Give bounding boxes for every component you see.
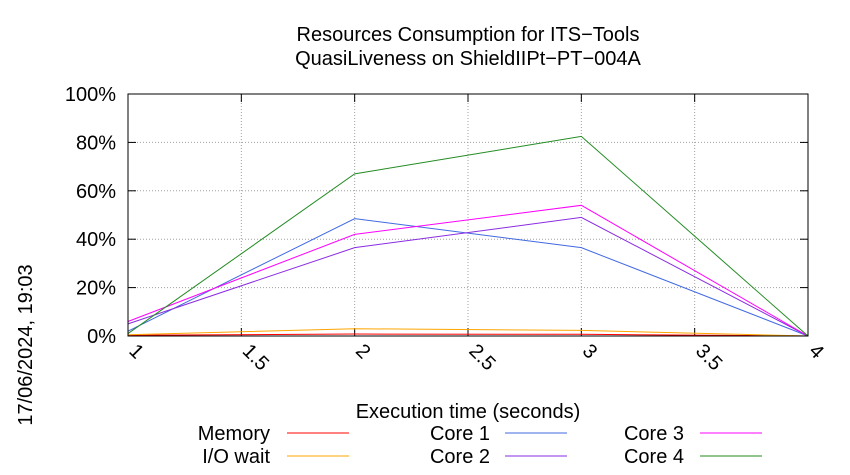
series-line-core-3 [127, 204, 809, 337]
timestamp-label: 17/06/2024, 19:03 [15, 264, 37, 425]
y-tick-label: 100% [65, 84, 116, 106]
series-line-core-1 [127, 218, 809, 337]
x-tick-label: 1 [124, 340, 147, 363]
x-tick-label: 3.5 [691, 340, 726, 375]
series-lines [127, 135, 809, 337]
series-line-i-o-wait [127, 328, 809, 337]
plot-frame [127, 93, 809, 337]
x-tick-label: 2.5 [464, 340, 499, 375]
legend-label-core-2: Core 2 [430, 446, 490, 468]
x-tick-label: 1.5 [238, 340, 273, 375]
chart-title: Resources Consumption for ITS−Tools Quas… [295, 24, 641, 70]
x-axis-label: Execution time (seconds) [356, 401, 581, 423]
x-tick-label: 4 [804, 340, 827, 363]
x-tick-label: 3 [578, 340, 601, 363]
legend-label-memory: Memory [198, 423, 270, 445]
grid-lines [128, 94, 808, 336]
chart-title-line-1: Resources Consumption for ITS−Tools [297, 24, 640, 46]
series-line-core-2 [127, 216, 809, 337]
series-line-core-4 [127, 135, 809, 337]
series-line-memory [127, 333, 809, 337]
y-tick-label: 0% [87, 326, 116, 348]
y-tick-label: 20% [76, 278, 116, 300]
y-tick-label: 40% [76, 229, 116, 251]
y-tick-label: 60% [76, 181, 116, 203]
legend-label-core-4: Core 4 [624, 446, 684, 468]
chart-title-line-2: QuasiLiveness on ShieldIIPt−PT−004A [295, 48, 641, 70]
legend-label-core-1: Core 1 [430, 423, 490, 445]
legend-label-core-3: Core 3 [624, 423, 684, 445]
legend-label-i-o-wait: I/O wait [202, 446, 270, 468]
y-tick-label: 80% [76, 132, 116, 154]
x-tick-label: 2 [351, 340, 374, 363]
y-axis-ticks: 0% 20% 40% 60% 80% 100% [65, 84, 808, 348]
